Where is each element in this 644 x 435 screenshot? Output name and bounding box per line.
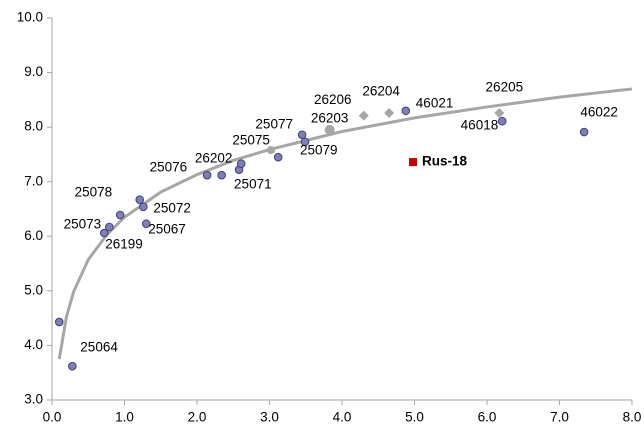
point [579, 127, 589, 137]
y-tick-label: 6.0 [24, 228, 43, 243]
point-label: 25079 [300, 142, 338, 157]
point-label: 25078 [75, 185, 113, 200]
y-tick-label: 5.0 [24, 282, 43, 297]
y-tick-label: 7.0 [24, 173, 43, 188]
point [409, 158, 418, 167]
point [217, 170, 226, 180]
x-tick-label: 3.0 [260, 410, 279, 425]
point-label: 26205 [486, 80, 524, 95]
point [68, 361, 77, 371]
point [494, 107, 505, 118]
x-tick-label: 8.0 [623, 410, 642, 425]
point-label: 46018 [461, 118, 499, 133]
point [497, 116, 507, 126]
point-label: 46021 [416, 95, 454, 110]
x-tick-label: 7.0 [550, 410, 569, 425]
x-tick-label: 2.0 [188, 410, 207, 425]
y-tick-label: 4.0 [24, 337, 43, 352]
point [297, 130, 307, 140]
point [236, 159, 246, 169]
point-label: 26202 [195, 151, 233, 166]
y-tick-label: 9.0 [24, 64, 43, 79]
point-label: 46022 [580, 105, 618, 120]
point-label: 25073 [64, 217, 102, 232]
point [384, 107, 395, 118]
point [141, 219, 151, 229]
point-label: 25071 [234, 176, 272, 191]
point [135, 195, 145, 205]
point [401, 106, 411, 116]
x-tick-label: 0.0 [43, 410, 62, 425]
y-tick-label: 10.0 [17, 10, 43, 25]
point [358, 110, 369, 121]
point-label: 25076 [150, 160, 188, 175]
point [115, 210, 125, 220]
point [266, 146, 275, 155]
point [99, 228, 109, 238]
point-label: Rus-18 [422, 154, 468, 169]
point [202, 170, 212, 180]
point [324, 124, 335, 135]
fit-curve [57, 87, 633, 360]
point [300, 137, 310, 147]
x-tick-label: 1.0 [115, 410, 134, 425]
point [273, 152, 283, 162]
point-label: 25072 [153, 200, 191, 215]
point-label: 26206 [314, 92, 352, 107]
x-tick-label: 5.0 [405, 410, 424, 425]
point-label: 25077 [255, 117, 293, 132]
x-tick-label: 4.0 [333, 410, 352, 425]
y-tick-label: 8.0 [24, 119, 43, 134]
point-label: 25064 [80, 340, 118, 355]
point-label: 26203 [311, 110, 349, 125]
point [104, 222, 114, 232]
point-label: 25075 [232, 133, 270, 148]
point-label: 26204 [362, 84, 400, 99]
point [139, 202, 148, 212]
point [54, 317, 64, 327]
y-tick-label: 3.0 [24, 392, 43, 407]
x-tick-label: 6.0 [478, 410, 497, 425]
point-label: 26199 [105, 237, 143, 252]
point-label: 25067 [148, 221, 186, 236]
